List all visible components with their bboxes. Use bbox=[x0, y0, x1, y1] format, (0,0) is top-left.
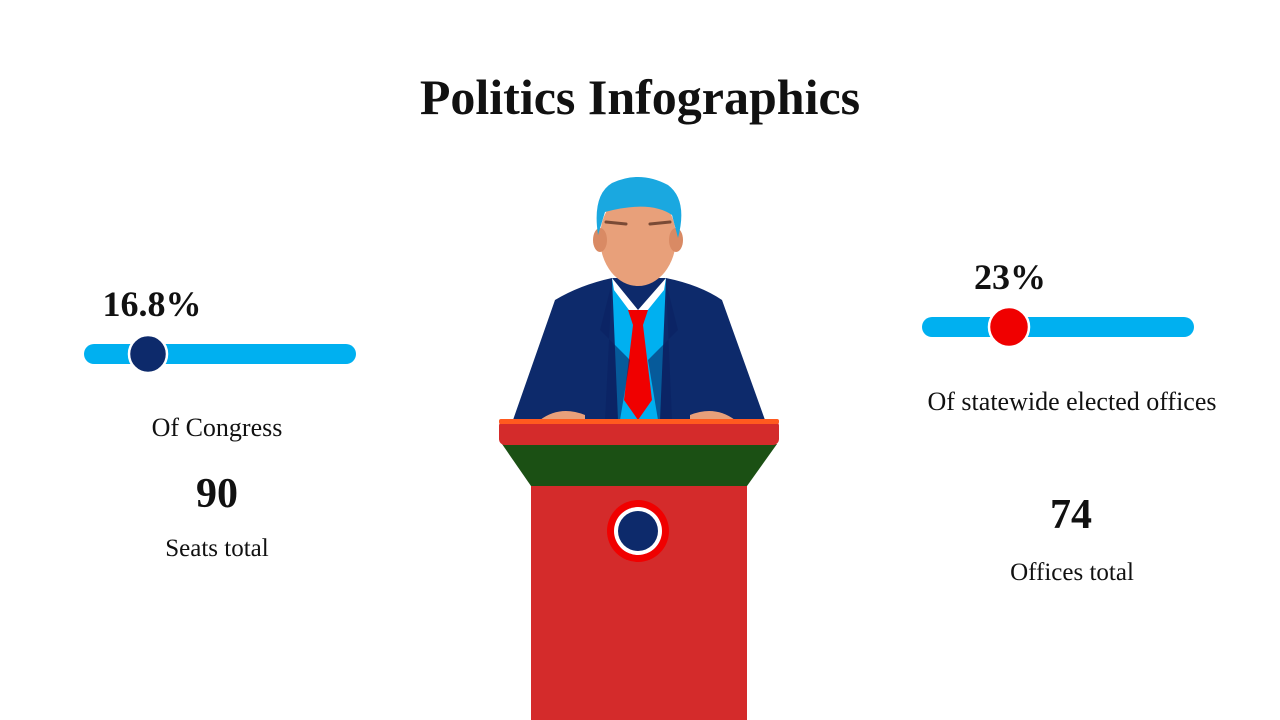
percent: 23% bbox=[974, 257, 1046, 297]
slider-knob bbox=[127, 333, 169, 375]
caption: Offices total bbox=[1010, 559, 1134, 586]
slider-track bbox=[84, 344, 356, 364]
percent: 16.8% bbox=[102, 284, 202, 324]
description: Of Congress bbox=[151, 413, 283, 442]
number: 90 bbox=[196, 471, 238, 517]
podium bbox=[499, 419, 779, 720]
caption: Seats total bbox=[165, 535, 269, 562]
title: Politics Infographics bbox=[419, 69, 861, 125]
number: 74 bbox=[1050, 492, 1092, 538]
speaker bbox=[513, 176, 765, 422]
slider-knob bbox=[987, 305, 1031, 349]
slider-track bbox=[922, 317, 1194, 337]
description: Of statewide elected offices bbox=[927, 387, 1217, 416]
